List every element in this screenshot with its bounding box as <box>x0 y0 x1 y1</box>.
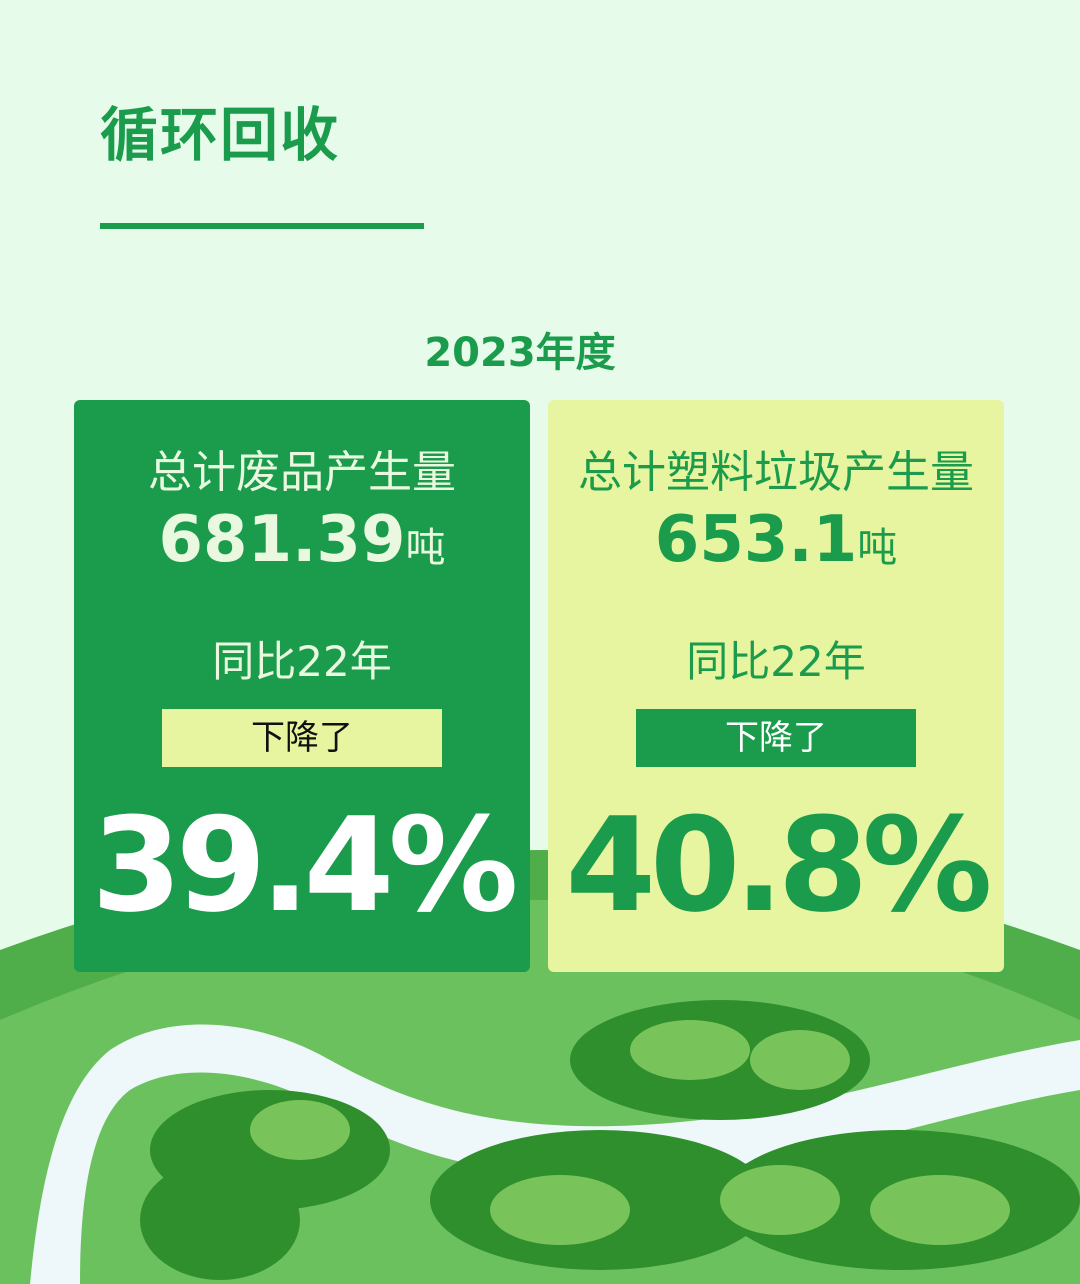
change-badge: 下降了 <box>162 709 442 767</box>
waste-total-card: 总计废品产生量 681.39吨 同比22年 下降了 39.4% <box>74 400 530 972</box>
plastic-waste-card: 总计塑料垃圾产生量 653.1吨 同比22年 下降了 40.8% <box>548 400 1004 972</box>
value-unit: 吨 <box>405 525 446 571</box>
change-badge: 下降了 <box>636 709 916 767</box>
change-percent: 40.8% <box>565 789 992 941</box>
page-title: 循环回收 <box>100 101 341 169</box>
card-label: 总计废品产生量 <box>148 447 456 498</box>
tree-highlights <box>250 1020 1010 1245</box>
card-value: 681.39吨 <box>74 500 530 588</box>
value-unit: 吨 <box>857 525 898 571</box>
compare-text: 同比22年 <box>686 637 866 686</box>
card-value: 653.1吨 <box>548 500 1004 588</box>
value-number: 653.1 <box>654 503 858 577</box>
value-number: 681.39 <box>158 503 406 577</box>
title-underline <box>100 223 424 229</box>
card-label: 总计塑料垃圾产生量 <box>578 447 974 498</box>
year-heading: 2023年度 <box>424 330 616 376</box>
compare-text: 同比22年 <box>212 637 392 686</box>
change-percent: 39.4% <box>91 789 518 941</box>
